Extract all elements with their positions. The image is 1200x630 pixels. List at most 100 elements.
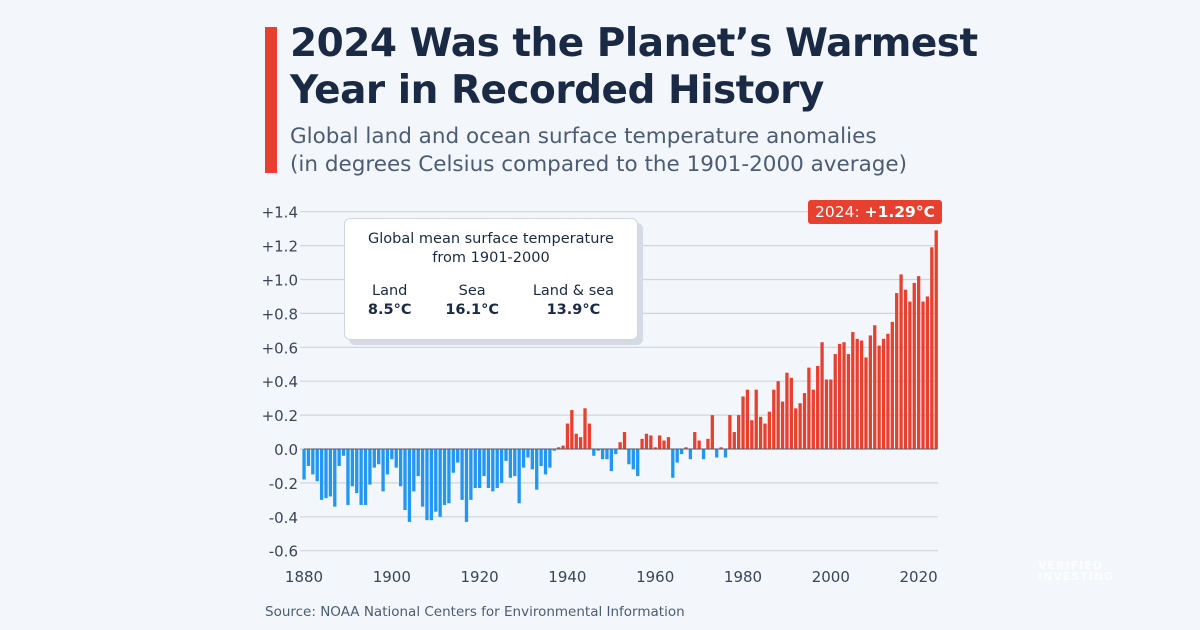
y-tick-label: -0.2 — [269, 475, 298, 493]
info-land-and-sea: Land & sea 13.9°C — [533, 282, 614, 320]
bar-1904 — [407, 449, 412, 522]
bar-1952 — [618, 442, 622, 449]
bar-1986 — [767, 411, 772, 449]
bar-1968 — [688, 449, 693, 460]
bar-2017 — [903, 289, 908, 449]
bar-1891 — [350, 449, 354, 487]
bar-1928 — [513, 449, 517, 477]
bar-1989 — [780, 401, 785, 449]
bar-1901 — [394, 449, 398, 468]
bar-1945 — [587, 423, 592, 449]
subtitle-line-1: Global land and ocean surface temperatur… — [290, 124, 877, 149]
bar-1889 — [341, 449, 346, 456]
bar-1993 — [798, 403, 802, 449]
bar-2008 — [864, 357, 868, 449]
bar-1994 — [802, 393, 807, 449]
x-tick-label: 1980 — [724, 568, 762, 586]
bar-2005 — [851, 332, 855, 449]
x-axis-ticks: 1880 1900 1920 1940 1960 1980 2000 2020 — [285, 568, 938, 586]
bar-2012 — [881, 338, 886, 449]
info-sea: Sea 16.1°C — [445, 282, 499, 320]
bar-1997 — [816, 365, 820, 449]
y-tick-label: +0.8 — [262, 305, 298, 323]
bar-1967 — [684, 447, 688, 449]
bar-1896 — [372, 449, 376, 468]
bar-1912 — [442, 449, 447, 505]
bar-1941 — [570, 410, 574, 449]
bar-1899 — [385, 449, 390, 475]
bar-1957 — [640, 438, 644, 449]
bar-2014 — [890, 321, 894, 449]
bar-2023 — [930, 247, 934, 449]
bar-2009 — [868, 335, 873, 449]
bar-1933 — [535, 449, 539, 490]
bar-2019 — [912, 282, 916, 449]
bar-1983 — [754, 389, 758, 449]
y-tick-label: -0.6 — [269, 543, 298, 561]
bar-1915 — [456, 449, 460, 463]
watermark-line-1: VERIFIED — [1038, 559, 1103, 572]
bar-1938 — [557, 447, 561, 449]
bar-1987 — [772, 389, 776, 449]
bar-1884 — [319, 449, 324, 500]
x-tick-label: 1900 — [373, 568, 411, 586]
bar-1974 — [715, 449, 719, 458]
bar-1972 — [706, 438, 710, 449]
bar-1966 — [679, 449, 684, 455]
bar-1946 — [592, 449, 596, 456]
bar-1929 — [517, 449, 521, 504]
bar-2020 — [917, 276, 921, 449]
x-tick-label: 1920 — [461, 568, 499, 586]
bar-2021 — [921, 301, 925, 449]
bar-1951 — [614, 449, 618, 455]
bar-1905 — [412, 449, 416, 492]
bar-1930 — [521, 449, 526, 468]
bar-1892 — [355, 449, 359, 494]
bar-1909 — [429, 449, 434, 521]
bar-1959 — [649, 435, 653, 449]
annotation-year: 2024: — [815, 203, 860, 221]
bars — [302, 230, 938, 522]
annotation-value: +1.29°C — [864, 203, 935, 221]
bar-1999 — [824, 379, 829, 449]
bar-1903 — [403, 449, 407, 511]
x-tick-label: 1960 — [636, 568, 674, 586]
bar-1917 — [464, 449, 469, 522]
bar-1895 — [368, 449, 372, 485]
bar-1940 — [565, 423, 570, 449]
bar-2006 — [855, 338, 859, 449]
bar-1890 — [346, 449, 350, 505]
y-tick-label: 0.0 — [274, 441, 298, 459]
bar-2010 — [873, 325, 877, 449]
bar-1935 — [543, 449, 548, 475]
bar-1963 — [666, 437, 671, 449]
info-value: 8.5°C — [367, 302, 412, 318]
info-value: 13.9°C — [546, 302, 601, 318]
bar-1881 — [306, 449, 311, 466]
bar-1882 — [311, 449, 315, 475]
y-tick-label: -0.4 — [269, 509, 298, 527]
bar-2015 — [895, 293, 899, 449]
bar-2011 — [877, 345, 881, 449]
bar-2000 — [829, 379, 833, 449]
info-box-title-line-2: from 1901-2000 — [432, 250, 550, 266]
source-note: Source: NOAA National Centers for Enviro… — [265, 604, 685, 620]
bar-2004 — [846, 354, 851, 449]
bar-1944 — [583, 408, 587, 449]
bar-1992 — [794, 408, 798, 449]
bar-1894 — [363, 449, 368, 505]
bar-1880 — [302, 449, 306, 480]
bar-1969 — [693, 432, 697, 449]
bar-1979 — [737, 415, 741, 449]
bar-1950 — [609, 449, 613, 472]
bar-1971 — [701, 449, 706, 460]
bar-1975 — [719, 447, 723, 449]
bar-1910 — [434, 449, 438, 512]
bar-1985 — [763, 423, 767, 449]
bar-1887 — [333, 449, 337, 507]
bar-1960 — [653, 447, 657, 449]
bar-1914 — [451, 449, 455, 473]
bar-1931 — [526, 449, 530, 458]
bar-1893 — [359, 449, 363, 505]
subtitle-line-2: (in degrees Celsius compared to the 1901… — [290, 152, 908, 177]
